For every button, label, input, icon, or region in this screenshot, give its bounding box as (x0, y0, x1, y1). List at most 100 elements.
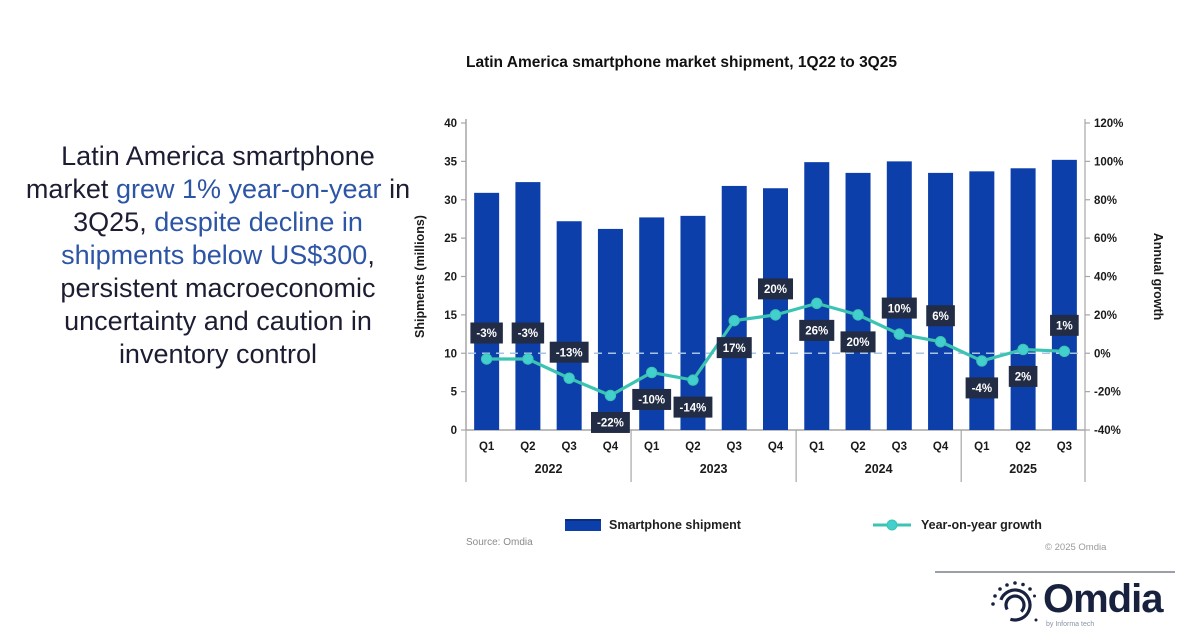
left-axis-tick-label: 15 (444, 310, 457, 322)
omdia-logo-text-wrap: Omdia by Informa tech (1043, 576, 1163, 628)
growth-label-box (591, 411, 630, 433)
growth-label-box (716, 337, 752, 359)
growth-label-text: 20% (764, 284, 787, 296)
year-label: 2025 (1009, 462, 1037, 476)
growth-label-box (673, 396, 713, 418)
shipment-bar (763, 188, 788, 430)
growth-label-box (757, 278, 794, 300)
legend-item-shipment: Smartphone shipment (565, 518, 741, 532)
right-axis-tick-label: 80% (1094, 195, 1117, 207)
logo-divider (935, 571, 1175, 573)
growth-line-marker (1017, 343, 1029, 356)
growth-label-text: -10% (638, 395, 665, 407)
right-axis-tick-label: 20% (1094, 310, 1117, 322)
growth-label-text: 10% (888, 303, 911, 315)
growth-line-marker (728, 314, 740, 327)
growth-line-marker (604, 389, 617, 402)
growth-label-text: 6% (932, 311, 949, 323)
right-axis-tick-label: -20% (1094, 387, 1121, 399)
growth-label-box (926, 305, 955, 327)
growth-line-marker (893, 328, 905, 340)
left-axis-title: Shipments (millions) (413, 215, 427, 338)
chart-title: Latin America smartphone market shipment… (466, 54, 897, 71)
year-label: 2024 (865, 462, 893, 476)
growth-line-marker (646, 366, 658, 379)
growth-line-marker (687, 374, 699, 386)
left-axis-tick-label: 25 (444, 233, 457, 245)
left-axis-tick-label: 10 (444, 348, 457, 360)
growth-label-box (632, 388, 672, 410)
left-axis-tick-label: 5 (451, 387, 458, 399)
right-axis-tick-label: 40% (1094, 272, 1117, 284)
quarter-label: Q4 (768, 441, 784, 453)
growth-label-text: -22% (597, 418, 624, 430)
growth-label-text: 1% (1056, 321, 1073, 333)
growth-label-box (511, 322, 545, 344)
growth-label-text: 17% (723, 343, 746, 355)
right-axis-tick-label: 60% (1094, 233, 1117, 245)
quarter-label: Q3 (892, 441, 907, 453)
shipment-growth-chart: 0510152025303540-40%-20%0%20%40%60%80%10… (413, 118, 1165, 482)
year-label: 2022 (535, 462, 563, 476)
growth-label-box (881, 297, 917, 319)
right-axis-tick-label: 120% (1094, 118, 1123, 130)
line-swatch-icon (872, 519, 911, 531)
omdia-logo-wordmark: Omdia (1043, 576, 1163, 621)
left-axis-tick-label: 35 (444, 156, 457, 168)
growth-label-text: -3% (476, 328, 496, 340)
headline-segment: in 3Q25, (73, 173, 411, 237)
growth-line-marker (976, 355, 988, 367)
headline-segment: despite decline in shipments below US$30… (61, 206, 368, 270)
growth-label-text: -3% (518, 328, 538, 340)
growth-label-text: -4% (972, 383, 992, 395)
shipment-bar (804, 162, 830, 430)
legend-label: Smartphone shipment (609, 518, 741, 532)
shipment-bar (721, 185, 747, 430)
right-axis-tick-label: 100% (1094, 156, 1123, 168)
left-axis-tick-label: 0 (451, 425, 457, 437)
headline: Latin America smartphone market grew 1% … (22, 140, 414, 371)
shipment-bar (556, 221, 582, 430)
growth-label-box (1050, 314, 1079, 336)
quarter-label: Q3 (1057, 441, 1072, 453)
right-axis-tick-label: -40% (1094, 425, 1121, 437)
legend-item-growth: Year-on-year growth (871, 518, 1042, 532)
omdia-logo-tagline: by Informa tech (1046, 620, 1095, 628)
shipment-bar (474, 192, 500, 430)
legend-label: Year-on-year growth (920, 518, 1042, 532)
left-axis-tick-label: 30 (444, 195, 457, 207)
omdia-logo-icon (991, 581, 1038, 622)
headline-segment: , persistent macroeconomic uncertainty a… (60, 239, 376, 369)
growth-line-marker (1058, 345, 1071, 358)
quarter-label: Q4 (603, 441, 619, 453)
quarter-label: Q2 (1015, 441, 1030, 453)
quarter-label: Q2 (685, 441, 700, 453)
growth-line-marker (480, 353, 493, 365)
right-axis-title: Annual growth (1151, 233, 1165, 321)
growth-label-text: -14% (680, 402, 707, 414)
growth-label-text: 2% (1015, 372, 1032, 384)
shipment-bar (515, 182, 541, 430)
growth-label-box (470, 322, 503, 344)
shipment-bar (1010, 168, 1036, 430)
growth-label-box (840, 331, 876, 353)
quarter-label: Q1 (809, 441, 825, 453)
growth-line-marker (811, 297, 823, 310)
growth-line-marker (563, 372, 575, 384)
growth-label-box (549, 341, 589, 363)
quarter-label: Q1 (644, 441, 660, 453)
quarter-label: Q1 (479, 441, 495, 453)
source-note: Source: Omdia (466, 537, 533, 548)
quarter-label: Q1 (974, 441, 990, 453)
growth-label-text: -13% (556, 347, 583, 359)
shipment-bar (886, 161, 912, 430)
left-axis-tick-label: 40 (444, 118, 457, 130)
growth-label-text: 26% (805, 326, 828, 338)
growth-label-box (965, 377, 999, 399)
growth-label-box (1008, 365, 1038, 387)
quarter-label: Q2 (850, 441, 865, 453)
quarter-label: Q2 (520, 441, 535, 453)
growth-line-marker (522, 353, 534, 365)
shipment-bar (1051, 159, 1077, 430)
